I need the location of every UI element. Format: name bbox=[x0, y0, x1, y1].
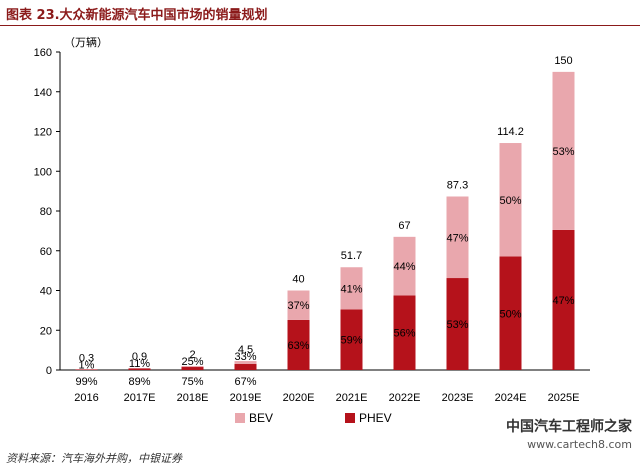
legend-swatch-bev bbox=[235, 413, 245, 423]
bar-bev bbox=[393, 236, 416, 296]
x-tick-label: 2020E bbox=[283, 392, 315, 404]
total-label: 150 bbox=[554, 55, 572, 67]
bar-phev bbox=[393, 295, 416, 370]
bar-phev bbox=[287, 319, 310, 370]
y-tick-label: 140 bbox=[34, 87, 52, 99]
total-label: 87.3 bbox=[447, 179, 468, 191]
total-label: 114.2 bbox=[497, 126, 524, 138]
x-tick-label: 2024E bbox=[495, 392, 527, 404]
y-tick-label: 20 bbox=[40, 325, 52, 337]
phev-share-label: 75% bbox=[181, 376, 203, 388]
bar-bev bbox=[499, 143, 522, 257]
x-tick-label: 2019E bbox=[230, 392, 262, 404]
x-tick-label: 2016 bbox=[74, 392, 98, 404]
y-tick-label: 0 bbox=[46, 365, 52, 377]
x-tick-label: 2025E bbox=[548, 392, 580, 404]
bev-share-label: 11% bbox=[129, 358, 150, 370]
x-tick-label: 2022E bbox=[389, 392, 421, 404]
bar-bev bbox=[340, 267, 363, 310]
bar-phev bbox=[340, 309, 363, 370]
watermark-line1: 中国汽车工程师之家 bbox=[506, 419, 632, 435]
bev-share-label: 41% bbox=[340, 283, 362, 295]
bar-phev bbox=[234, 364, 257, 370]
phev-share-label: 56% bbox=[393, 328, 415, 340]
bev-share-label: 53% bbox=[552, 146, 574, 158]
y-tick-label: 100 bbox=[34, 166, 52, 178]
y-tick-label: 40 bbox=[40, 286, 52, 298]
bev-share-label: 25% bbox=[181, 356, 203, 368]
bar-bev bbox=[446, 196, 469, 279]
bar-bev bbox=[181, 366, 204, 368]
bev-share-label: 1% bbox=[79, 359, 95, 371]
bev-share-label: 37% bbox=[287, 300, 309, 312]
total-label: 0.3 bbox=[79, 352, 94, 364]
bev-share-label: 50% bbox=[499, 195, 521, 207]
legend-swatch-phev bbox=[345, 413, 355, 423]
page-title: 图表 23.大众新能源汽车中国市场的销量规划 bbox=[6, 8, 268, 23]
bev-share-label: 47% bbox=[446, 232, 468, 244]
y-unit-label: （万辆） bbox=[64, 35, 108, 49]
x-tick-label: 2017E bbox=[124, 392, 156, 404]
total-label: 51.7 bbox=[341, 250, 362, 262]
bar-phev bbox=[75, 369, 98, 370]
bar-phev bbox=[446, 278, 469, 370]
phev-share-label: 99% bbox=[75, 376, 97, 388]
x-tick-label: 2021E bbox=[336, 392, 368, 404]
phev-share-label: 53% bbox=[446, 319, 468, 331]
total-label: 2 bbox=[189, 349, 195, 361]
x-tick-label: 2023E bbox=[442, 392, 474, 404]
phev-share-label: 63% bbox=[287, 340, 309, 352]
phev-share-label: 50% bbox=[499, 308, 521, 320]
x-tick-label: 2018E bbox=[177, 392, 209, 404]
source-note: 资料来源：汽车海外并购，中银证券 bbox=[6, 452, 182, 465]
total-label: 40 bbox=[292, 274, 304, 286]
watermark: 中国汽车工程师之家 www.cartech8.com bbox=[506, 418, 632, 454]
bar-phev bbox=[128, 368, 151, 370]
phev-share-label: 47% bbox=[552, 295, 574, 307]
bar-bev bbox=[234, 361, 257, 365]
y-tick-label: 160 bbox=[34, 47, 52, 59]
bar-bev bbox=[552, 71, 575, 230]
bar-phev bbox=[181, 367, 204, 370]
watermark-line2: www.cartech8.com bbox=[527, 438, 632, 451]
title-divider bbox=[0, 25, 640, 26]
phev-share-label: 89% bbox=[128, 376, 150, 388]
phev-share-label: 67% bbox=[234, 376, 256, 388]
y-tick-label: 60 bbox=[40, 246, 52, 258]
bar-bev bbox=[287, 290, 310, 320]
phev-share-label: 59% bbox=[340, 335, 362, 347]
bar-phev bbox=[552, 229, 575, 370]
bev-share-label: 44% bbox=[393, 261, 415, 273]
y-tick-label: 80 bbox=[40, 206, 52, 218]
total-label: 4.5 bbox=[238, 344, 253, 356]
bar-phev bbox=[499, 256, 522, 370]
legend-label-bev: BEV bbox=[249, 411, 273, 425]
sales-chart: （万辆） 0 20 40 60 80 100 120 140 160 2016 0.31% 99% 2… bbox=[34, 35, 590, 425]
total-label: 0.9 bbox=[132, 351, 147, 363]
bev-share-label: 33% bbox=[234, 351, 256, 363]
legend-label-phev: PHEV bbox=[359, 411, 392, 425]
y-tick-label: 120 bbox=[34, 127, 52, 139]
total-label: 67 bbox=[398, 220, 410, 232]
